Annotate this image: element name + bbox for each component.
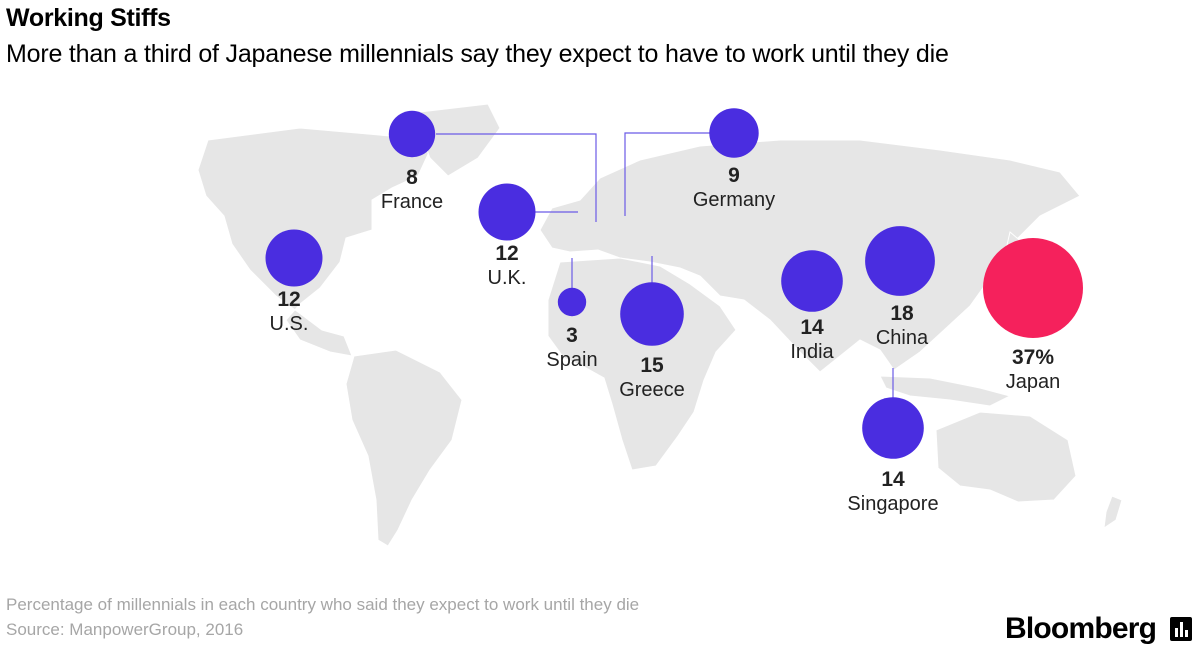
country-label-china: China: [876, 327, 929, 349]
value-label-u-s: 12: [277, 288, 300, 311]
country-label-france: France: [381, 191, 443, 213]
footnote: Percentage of millennials in each countr…: [6, 595, 640, 614]
value-label-spain: 3: [566, 324, 578, 347]
bubble-japan: [983, 238, 1083, 338]
chart-subtitle: More than a third of Japanese millennial…: [6, 40, 949, 68]
country-label-india: India: [790, 341, 834, 363]
bubble-spain: [557, 287, 587, 317]
bubble-france: [388, 110, 436, 158]
leader-line-germany: [624, 132, 710, 216]
bubble-india: [781, 250, 843, 312]
africa-landmass: [547, 257, 737, 471]
new-zealand-landmass: [1103, 495, 1123, 530]
country-label-spain: Spain: [546, 349, 597, 371]
se-asia-islands: [879, 375, 1012, 407]
value-label-singapore: 14: [881, 468, 905, 491]
chart-title: Working Stiffs: [6, 4, 171, 32]
south-america-landmass: [345, 349, 463, 547]
country-label-u-s: U.S.: [270, 313, 309, 335]
leader-line-france: [436, 133, 597, 222]
brand-logo: Bloomberg: [1005, 612, 1157, 645]
value-label-germany: 9: [728, 164, 740, 187]
bloomberg-terminal-icon: [1170, 617, 1192, 641]
country-label-greece: Greece: [619, 379, 685, 401]
country-label-singapore: Singapore: [847, 493, 938, 515]
value-label-u-k: 12: [495, 242, 518, 265]
bubbles: [265, 108, 1083, 459]
value-label-japan: 37%: [1012, 346, 1054, 369]
bubble-u-s: [265, 229, 323, 287]
bubble-u-k: [478, 183, 536, 241]
bubble-singapore: [862, 397, 924, 459]
leader-lines: [436, 132, 894, 400]
value-label-india: 14: [800, 316, 824, 339]
value-label-greece: 15: [640, 354, 664, 377]
bubble-greece: [620, 282, 684, 346]
country-label-japan: Japan: [1006, 371, 1061, 393]
value-label-france: 8: [406, 166, 418, 189]
australia-landmass: [935, 411, 1077, 503]
bubble-germany: [709, 108, 759, 158]
country-label-germany: Germany: [693, 189, 775, 211]
country-label-u-k: U.K.: [488, 267, 527, 289]
value-label-china: 18: [890, 302, 914, 325]
source-note: Source: ManpowerGroup, 2016: [6, 620, 244, 639]
bubble-china: [865, 226, 935, 296]
